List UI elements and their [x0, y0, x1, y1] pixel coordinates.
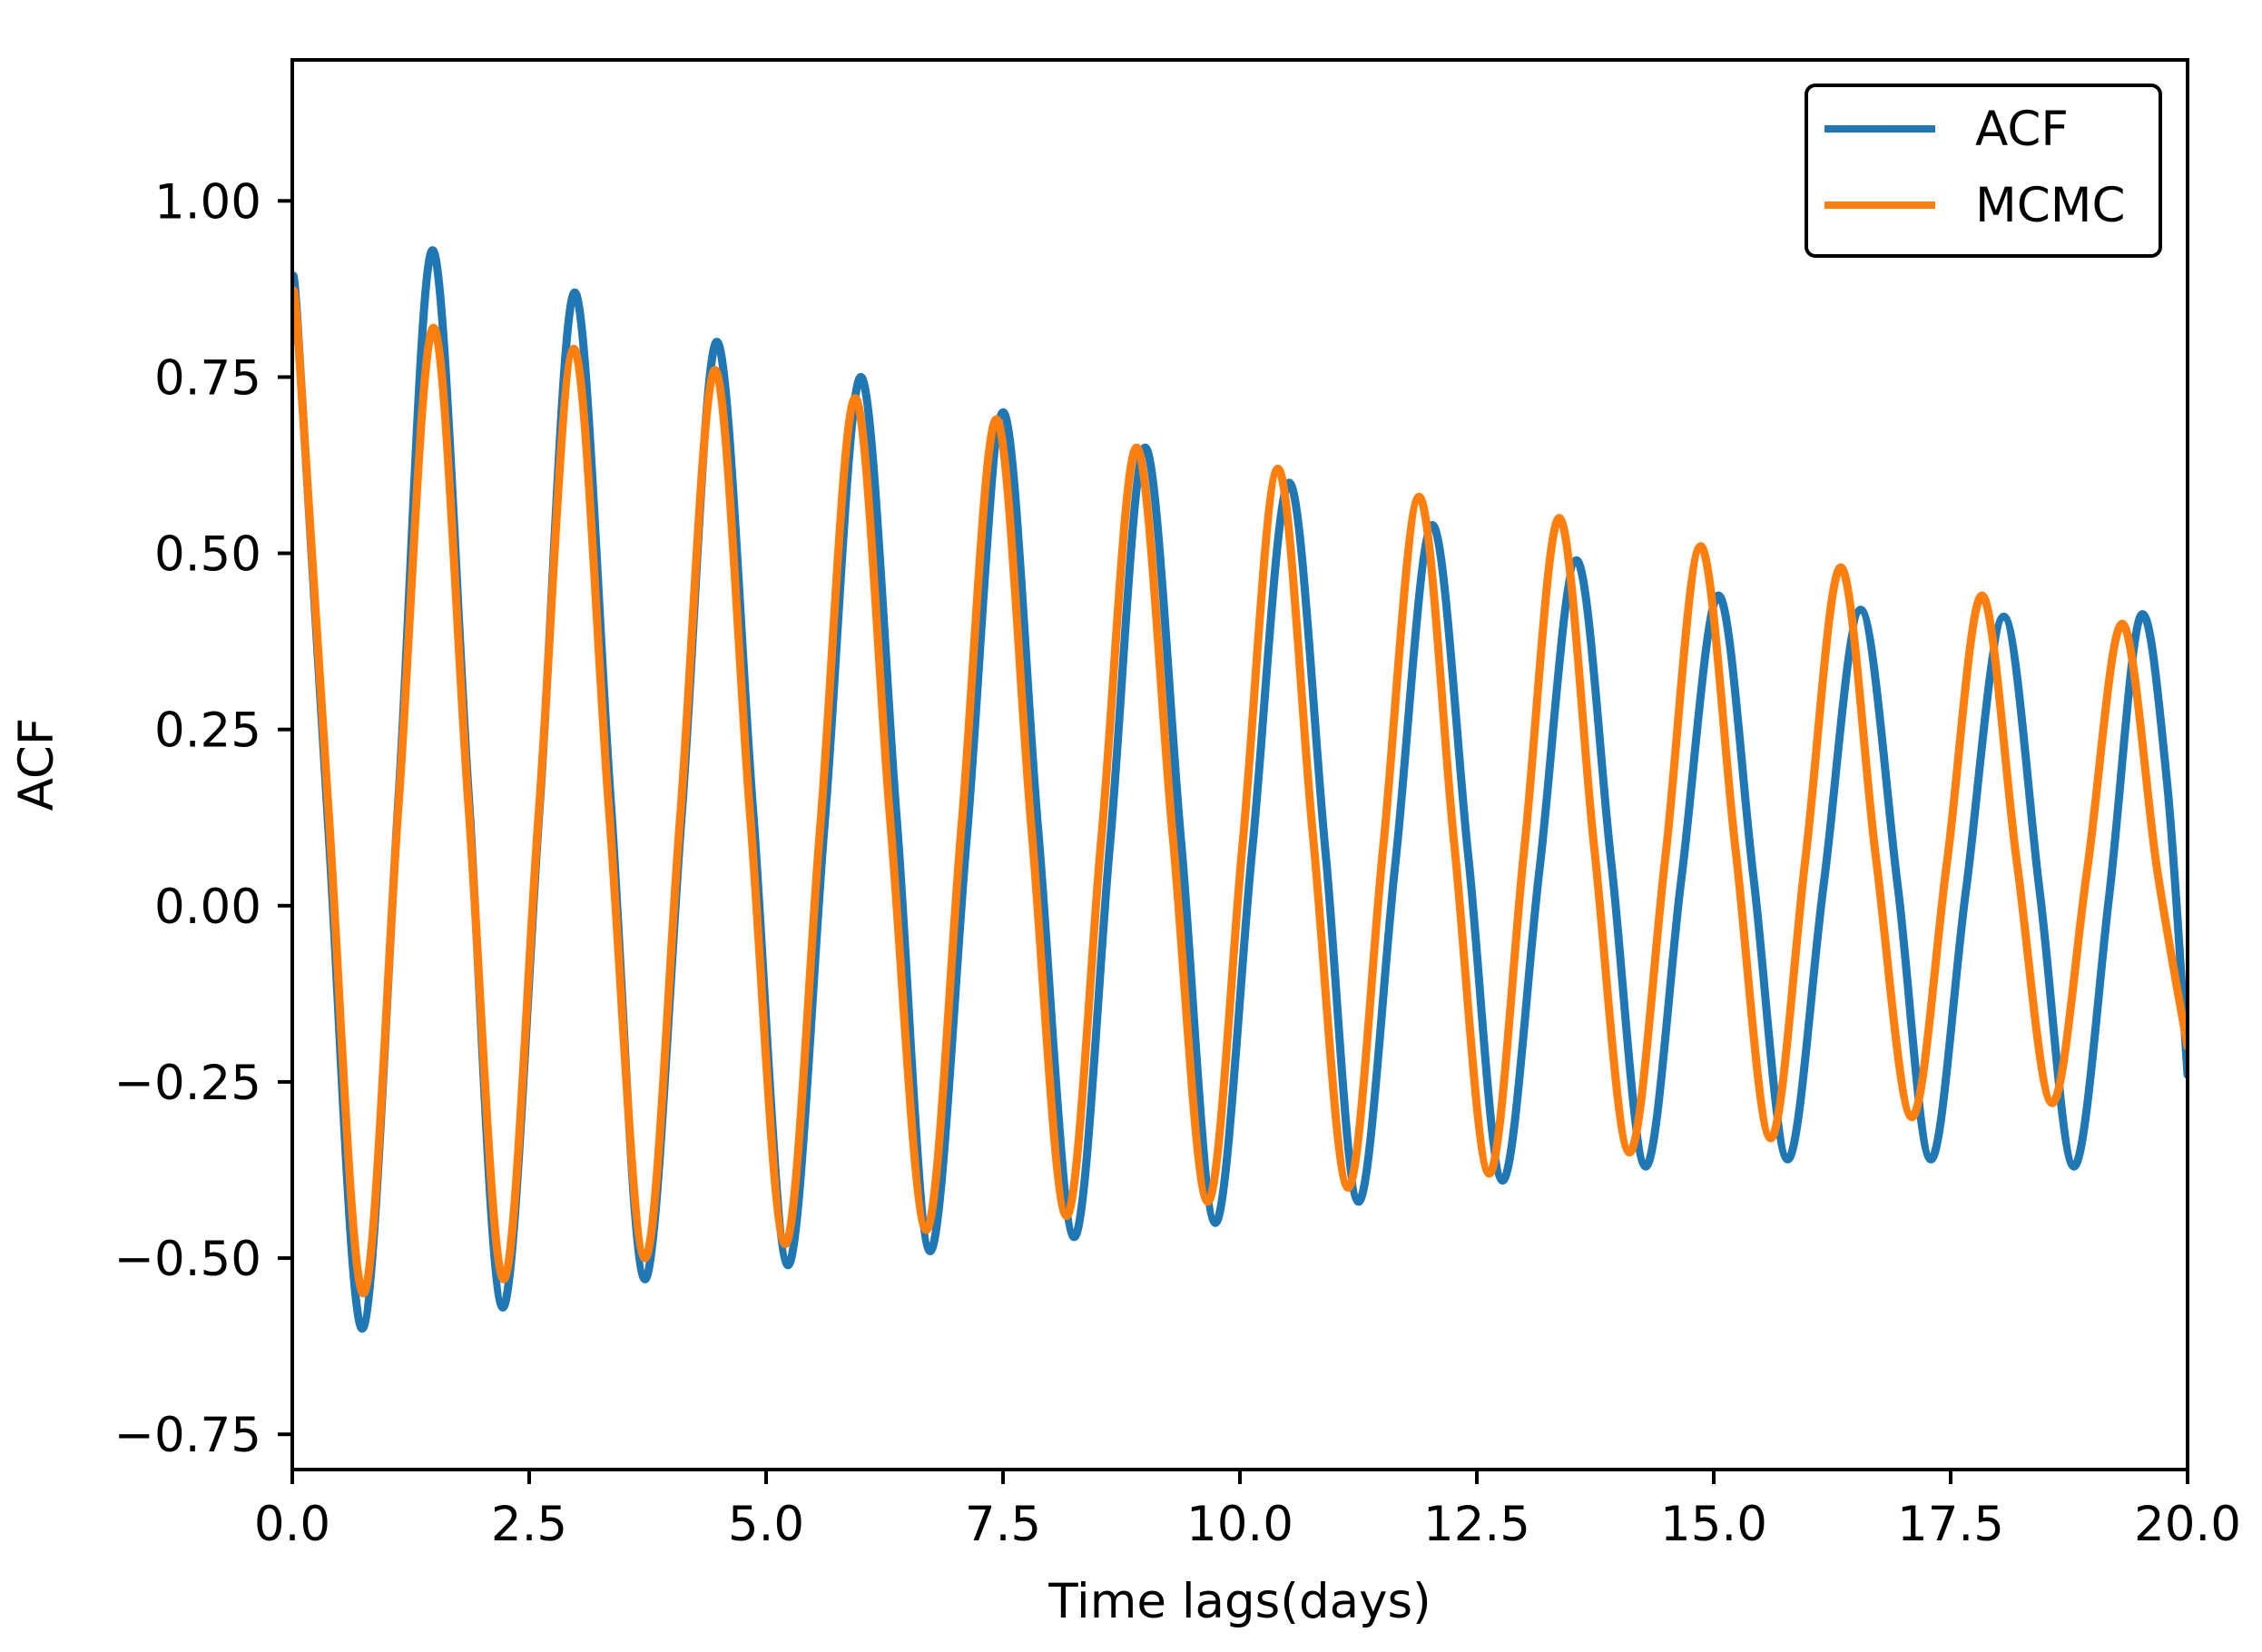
legend-label-mcmc: MCMC — [1975, 178, 2125, 233]
y-tick-label: 0.25 — [154, 703, 261, 759]
x-tick-label: 5.0 — [728, 1497, 804, 1552]
y-tick-label: 0.75 — [154, 350, 261, 406]
y-tick-label: −0.25 — [114, 1056, 261, 1111]
legend: ACF MCMC — [1805, 84, 2162, 258]
x-tick-label: 12.5 — [1423, 1497, 1530, 1552]
y-tick-label: 1.00 — [154, 174, 261, 230]
x-axis: 0.0 2.5 5.0 7.5 10.0 12.5 15.0 17.5 20.0 — [254, 1470, 2241, 1552]
x-tick-label: 10.0 — [1186, 1497, 1293, 1552]
x-tick-label: 7.5 — [965, 1497, 1041, 1552]
x-axis-title: Time lags(days) — [1047, 1574, 1431, 1629]
x-tick-label: 0.0 — [254, 1497, 330, 1552]
y-tick-label: 0.00 — [154, 880, 261, 935]
y-tick-label: −0.50 — [114, 1232, 261, 1287]
x-tick-label: 20.0 — [2134, 1497, 2241, 1552]
y-axis-title: ACF — [9, 718, 64, 811]
y-tick-label: 0.50 — [154, 527, 261, 583]
x-tick-label: 2.5 — [491, 1497, 567, 1552]
legend-label-acf: ACF — [1975, 102, 2069, 157]
series-layer — [292, 246, 2188, 1333]
x-tick-label: 17.5 — [1897, 1497, 2004, 1552]
y-axis: −0.75 −0.50 −0.25 0.00 0.25 0.50 0.75 1.00 — [114, 174, 292, 1463]
y-tick-label: −0.75 — [114, 1408, 261, 1463]
series-line-mcmc — [292, 286, 2188, 1298]
x-tick-label: 15.0 — [1660, 1497, 1767, 1552]
